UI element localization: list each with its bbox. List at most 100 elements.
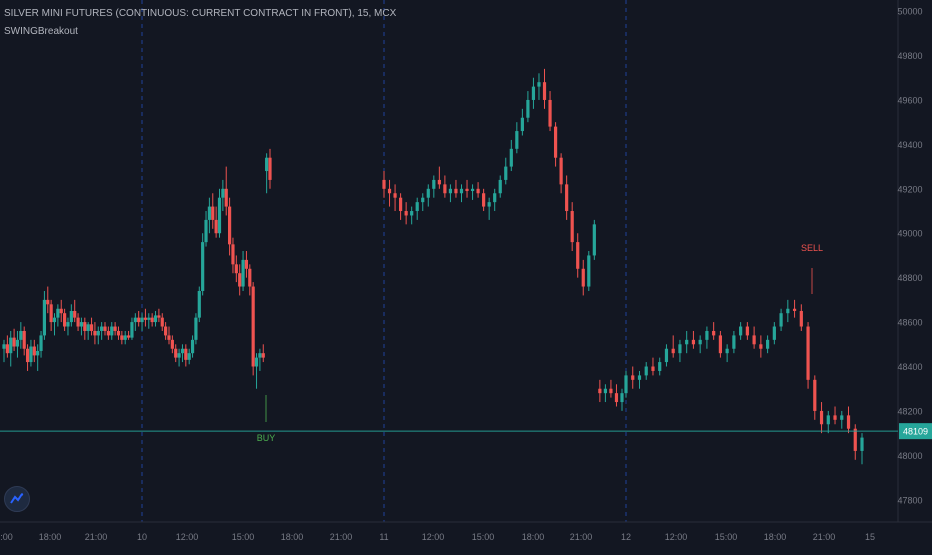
candle-body [448,188,453,194]
y-tick-label: 48800 [897,273,922,283]
candle-body [487,202,491,207]
candle-body [170,339,174,349]
candle-body [113,326,117,331]
candle-body [96,330,100,336]
sell-label: SELL [801,243,823,253]
y-tick-label: 50000 [897,7,922,17]
x-tick-label: 18:00 [39,532,62,542]
buy-label: BUY [257,433,276,443]
candle-body [174,348,178,358]
last-price-label: 48109 [903,427,928,437]
candle-body [79,322,84,327]
candle-body [548,99,552,127]
x-tick-label: 18:00 [764,532,787,542]
candle-body [164,326,168,336]
candle-body [254,357,259,367]
candle-body [786,308,790,314]
candle-body [537,82,541,87]
last-price-tag [899,423,932,440]
x-tick-label: 10 [137,532,147,542]
candle-body [86,324,90,331]
candle-body [779,313,783,327]
candle-body [217,197,222,234]
candle-body [799,310,803,327]
x-tick-label: 15:00 [472,532,495,542]
candle-body [201,242,205,291]
candle-body [520,117,524,132]
candle-body [712,330,716,336]
candle-body [52,317,57,323]
candle-body [631,375,635,380]
price-axis[interactable]: 47800 48000 48200 48400 48600 48800 49000 49200… [897,7,922,506]
candle-body [221,188,225,198]
candle-body [100,326,104,331]
x-tick-label: 12:00 [665,532,688,542]
candle-body [46,299,50,305]
candle-body [123,335,127,340]
candle-body [9,337,13,354]
time-axis[interactable]: 5:00 18:00 21:00 10 12:00 15:00 18:00 21:00 11 12… [0,532,875,542]
candle-body [509,148,513,167]
candle-body [614,393,619,403]
candle-body [56,308,60,318]
candle-body [268,157,272,180]
candle-body [576,242,580,269]
x-tick-label: 5:00 [0,532,13,542]
x-tick-label: 15:00 [715,532,738,542]
candle-body [609,388,613,394]
candle-body [833,415,837,420]
candle-body [73,310,77,318]
candle-body [531,86,536,100]
y-tick-label: 47800 [897,495,922,505]
candle-body [515,131,519,149]
candle-body [387,188,392,194]
candle-body [39,335,43,351]
candle-body [739,326,743,336]
candle-body [110,326,114,336]
candle-body [83,322,87,331]
last-price-marker: 48109 [0,423,932,440]
indicator-label: SWINGBreakout [4,26,78,37]
candle-body [678,344,682,354]
candle-body [671,348,675,354]
x-tick-label: 21:00 [330,532,353,542]
candle-body [806,326,810,380]
candle-body [265,157,269,172]
candle-body [620,393,624,403]
candle-body [93,330,97,336]
candle-body [89,324,94,331]
candle-body [443,184,447,194]
candle-body [725,348,729,354]
candle-body [59,308,63,314]
candle-body [234,264,238,274]
candle-body [526,99,530,118]
candle-body [592,224,596,256]
candle-body [143,317,148,320]
candle-body [103,326,107,331]
candle-body [598,388,602,394]
tradingview-logo-icon[interactable] [4,486,30,512]
candle-body [437,179,441,185]
candle-body [752,335,756,345]
candle-body [194,317,198,340]
candle-body [766,339,770,349]
candle-body [5,344,9,354]
candle-body [826,415,830,425]
candle-body [498,179,502,194]
candle-body [251,286,255,367]
candle-body [177,353,181,358]
candle-body [211,206,215,220]
candle-body [559,157,563,185]
candle-body [813,379,817,411]
candle-body [465,188,469,192]
candle-body [542,82,547,100]
x-tick-label: 21:00 [85,532,108,542]
candle-body [12,337,16,347]
candle-body [116,330,121,336]
x-tick-label: 15:00 [232,532,255,542]
candle-body [184,348,188,360]
y-tick-label: 49200 [897,184,922,194]
x-tick-label: 15 [865,532,875,542]
